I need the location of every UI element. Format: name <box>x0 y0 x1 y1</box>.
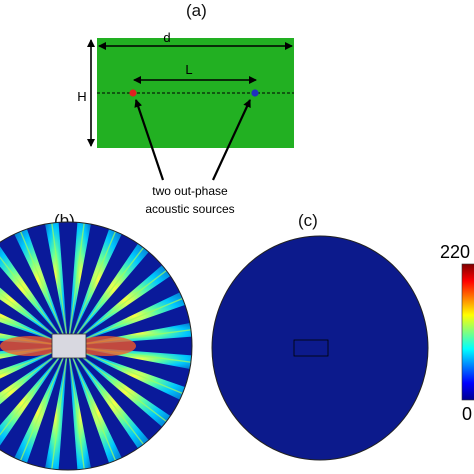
radiation-beams <box>0 222 192 470</box>
caption-line-2: acoustic sources <box>145 202 234 216</box>
pointer-arrow-right <box>212 99 251 181</box>
radiation-beam-core <box>67 234 154 347</box>
pointer-arrow-left <box>134 99 165 181</box>
radiation-beam <box>68 346 129 470</box>
radiation-beam-core <box>67 291 192 347</box>
radiation-beam-core <box>0 234 69 347</box>
radiation-beam <box>68 222 129 346</box>
radiation-beam-core <box>67 222 87 347</box>
radiation-beam-core <box>67 345 180 432</box>
radiation-beam-core <box>67 222 123 347</box>
field-c-disk <box>211 235 429 461</box>
radiation-beam <box>7 346 68 470</box>
radiation-beam <box>42 222 68 346</box>
H-label: H <box>77 89 86 104</box>
radiation-beam <box>0 285 68 346</box>
hot-lobe-right <box>76 336 136 356</box>
d-label: d <box>163 30 170 45</box>
field-b-cavity <box>51 333 87 359</box>
radiation-beam <box>68 285 192 346</box>
radiation-beam <box>68 346 94 470</box>
colorbar <box>461 263 474 401</box>
radiation-beam-core <box>67 345 154 458</box>
colorbar-max-label: 220 <box>440 242 470 262</box>
radiation-beam-core <box>67 260 180 347</box>
L-label: L <box>185 62 192 77</box>
panel-label-a: (a) <box>186 1 207 20</box>
radiation-beam-core <box>49 345 69 470</box>
radiation-beam-core <box>0 291 69 347</box>
radiation-beam-core <box>67 345 192 401</box>
caption-line-1: two out-phase <box>152 184 228 198</box>
radiation-beam-core <box>67 345 123 470</box>
radiation-beam-core <box>13 222 69 347</box>
field-b-boundary <box>0 221 193 471</box>
radiation-beam <box>7 222 68 346</box>
source-left <box>129 89 137 97</box>
field-c-cavity <box>293 339 329 357</box>
colorbar-min-label: 0 <box>462 404 472 424</box>
radiation-beam-core <box>13 345 69 470</box>
radiation-beam-core <box>0 345 69 401</box>
source-right <box>251 89 259 97</box>
hot-lobe-left <box>0 336 60 356</box>
radiation-beam-core <box>0 345 69 458</box>
radiation-beam-core <box>67 345 87 470</box>
radiation-beam <box>0 346 68 407</box>
radiation-beam <box>68 346 192 407</box>
radiation-beam-core <box>0 260 69 347</box>
radiation-beam-core <box>0 345 69 432</box>
radiation-beam-core <box>49 222 69 347</box>
panel-label-c: (c) <box>298 211 318 230</box>
radiation-beam <box>42 346 68 470</box>
field-b-disk <box>0 222 192 470</box>
radiation-beam <box>68 222 94 346</box>
